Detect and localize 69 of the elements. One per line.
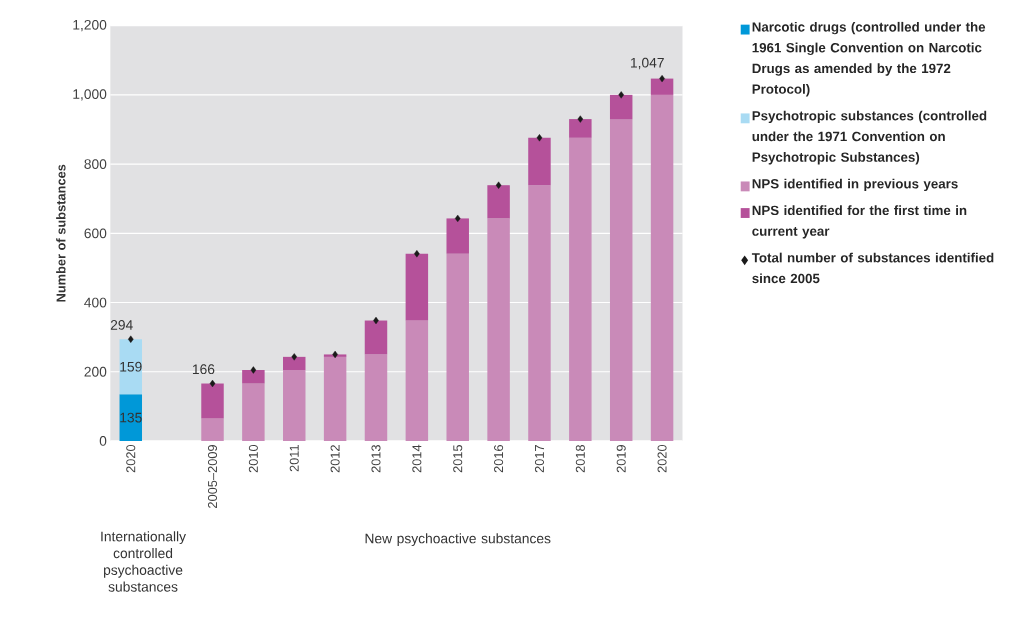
bar — [405, 253, 429, 321]
text: New psychoactive substances — [365, 533, 551, 546]
legend-label: NPS identified in previous years — [752, 178, 958, 191]
legend-label: NPS identified for the first time in current year — [752, 205, 967, 239]
legend-label: Narcotic drugs (controlled under the 1961 Single Convention on Narcotic Drugs as amended by the 1972 Protocol) — [752, 21, 986, 97]
y-tick-label: 0 — [99, 435, 107, 446]
bar — [569, 137, 592, 441]
legend-label: Psychotropic substances (controlled under the 1971 Convention on Psychotropic Substances) — [752, 110, 987, 165]
y-tick-label: 600 — [84, 228, 107, 238]
bar — [242, 369, 265, 384]
legend-label: Total number of substances identified since 2005 — [751, 252, 994, 283]
data-label: 294 — [110, 319, 133, 330]
x-tick-label: 2010 — [248, 444, 258, 473]
bar — [119, 394, 143, 441]
x-tick-label: 2005–2009 — [207, 444, 218, 508]
point — [454, 214, 461, 222]
y-tick-label: 400 — [84, 297, 107, 308]
x-tick-label: 2012 — [330, 444, 340, 473]
point — [127, 335, 134, 343]
point — [618, 91, 624, 99]
y-tick-label: 200 — [84, 366, 107, 377]
point — [536, 133, 543, 142]
x-tick-label: 2013 — [371, 444, 381, 473]
data-label: 166 — [192, 364, 215, 374]
bar — [364, 320, 388, 355]
point — [250, 366, 257, 374]
bar — [446, 218, 469, 254]
x-tick-label: 2020 — [126, 444, 136, 473]
point — [291, 353, 298, 361]
x-tick-label: 2015 — [453, 444, 463, 473]
x-tick-label: 2020 — [657, 444, 667, 473]
bar — [323, 356, 347, 441]
bar — [487, 218, 510, 441]
bar — [283, 356, 306, 370]
x-tick-label: 2014 — [412, 444, 422, 473]
data-label: 1,047 — [631, 57, 664, 69]
x-tick-label: 2017 — [534, 444, 545, 473]
bar — [405, 320, 429, 441]
y-axis-title: Number of substances — [56, 164, 66, 302]
bar — [446, 253, 469, 441]
bar — [201, 383, 224, 419]
bar — [528, 184, 551, 441]
bar — [242, 383, 265, 441]
point — [373, 316, 379, 324]
bar — [569, 118, 592, 138]
x-tick-label: 2011 — [289, 444, 299, 472]
bar — [364, 354, 388, 441]
bar — [609, 118, 633, 441]
point — [495, 181, 502, 189]
bar — [119, 338, 143, 395]
x-tick-label: 2018 — [575, 444, 585, 473]
y-tick-label: 1,200 — [73, 19, 107, 32]
x-tick-label: 2016 — [494, 444, 504, 473]
bar — [201, 418, 224, 441]
text: Internationally controlled psychoactive substances — [101, 531, 186, 592]
bar — [609, 94, 633, 119]
bar — [487, 184, 510, 219]
bar — [650, 78, 674, 95]
point — [209, 379, 216, 387]
point — [577, 115, 584, 123]
bar — [650, 94, 674, 441]
y-tick-label: 1,000 — [73, 88, 107, 101]
point — [332, 350, 338, 358]
data-label: 159 — [120, 361, 142, 372]
bar — [528, 137, 551, 185]
x-tick-label: 2019 — [616, 444, 626, 473]
data-label: 135 — [120, 412, 142, 423]
y-tick-label: 800 — [84, 158, 107, 169]
bar — [283, 369, 306, 441]
